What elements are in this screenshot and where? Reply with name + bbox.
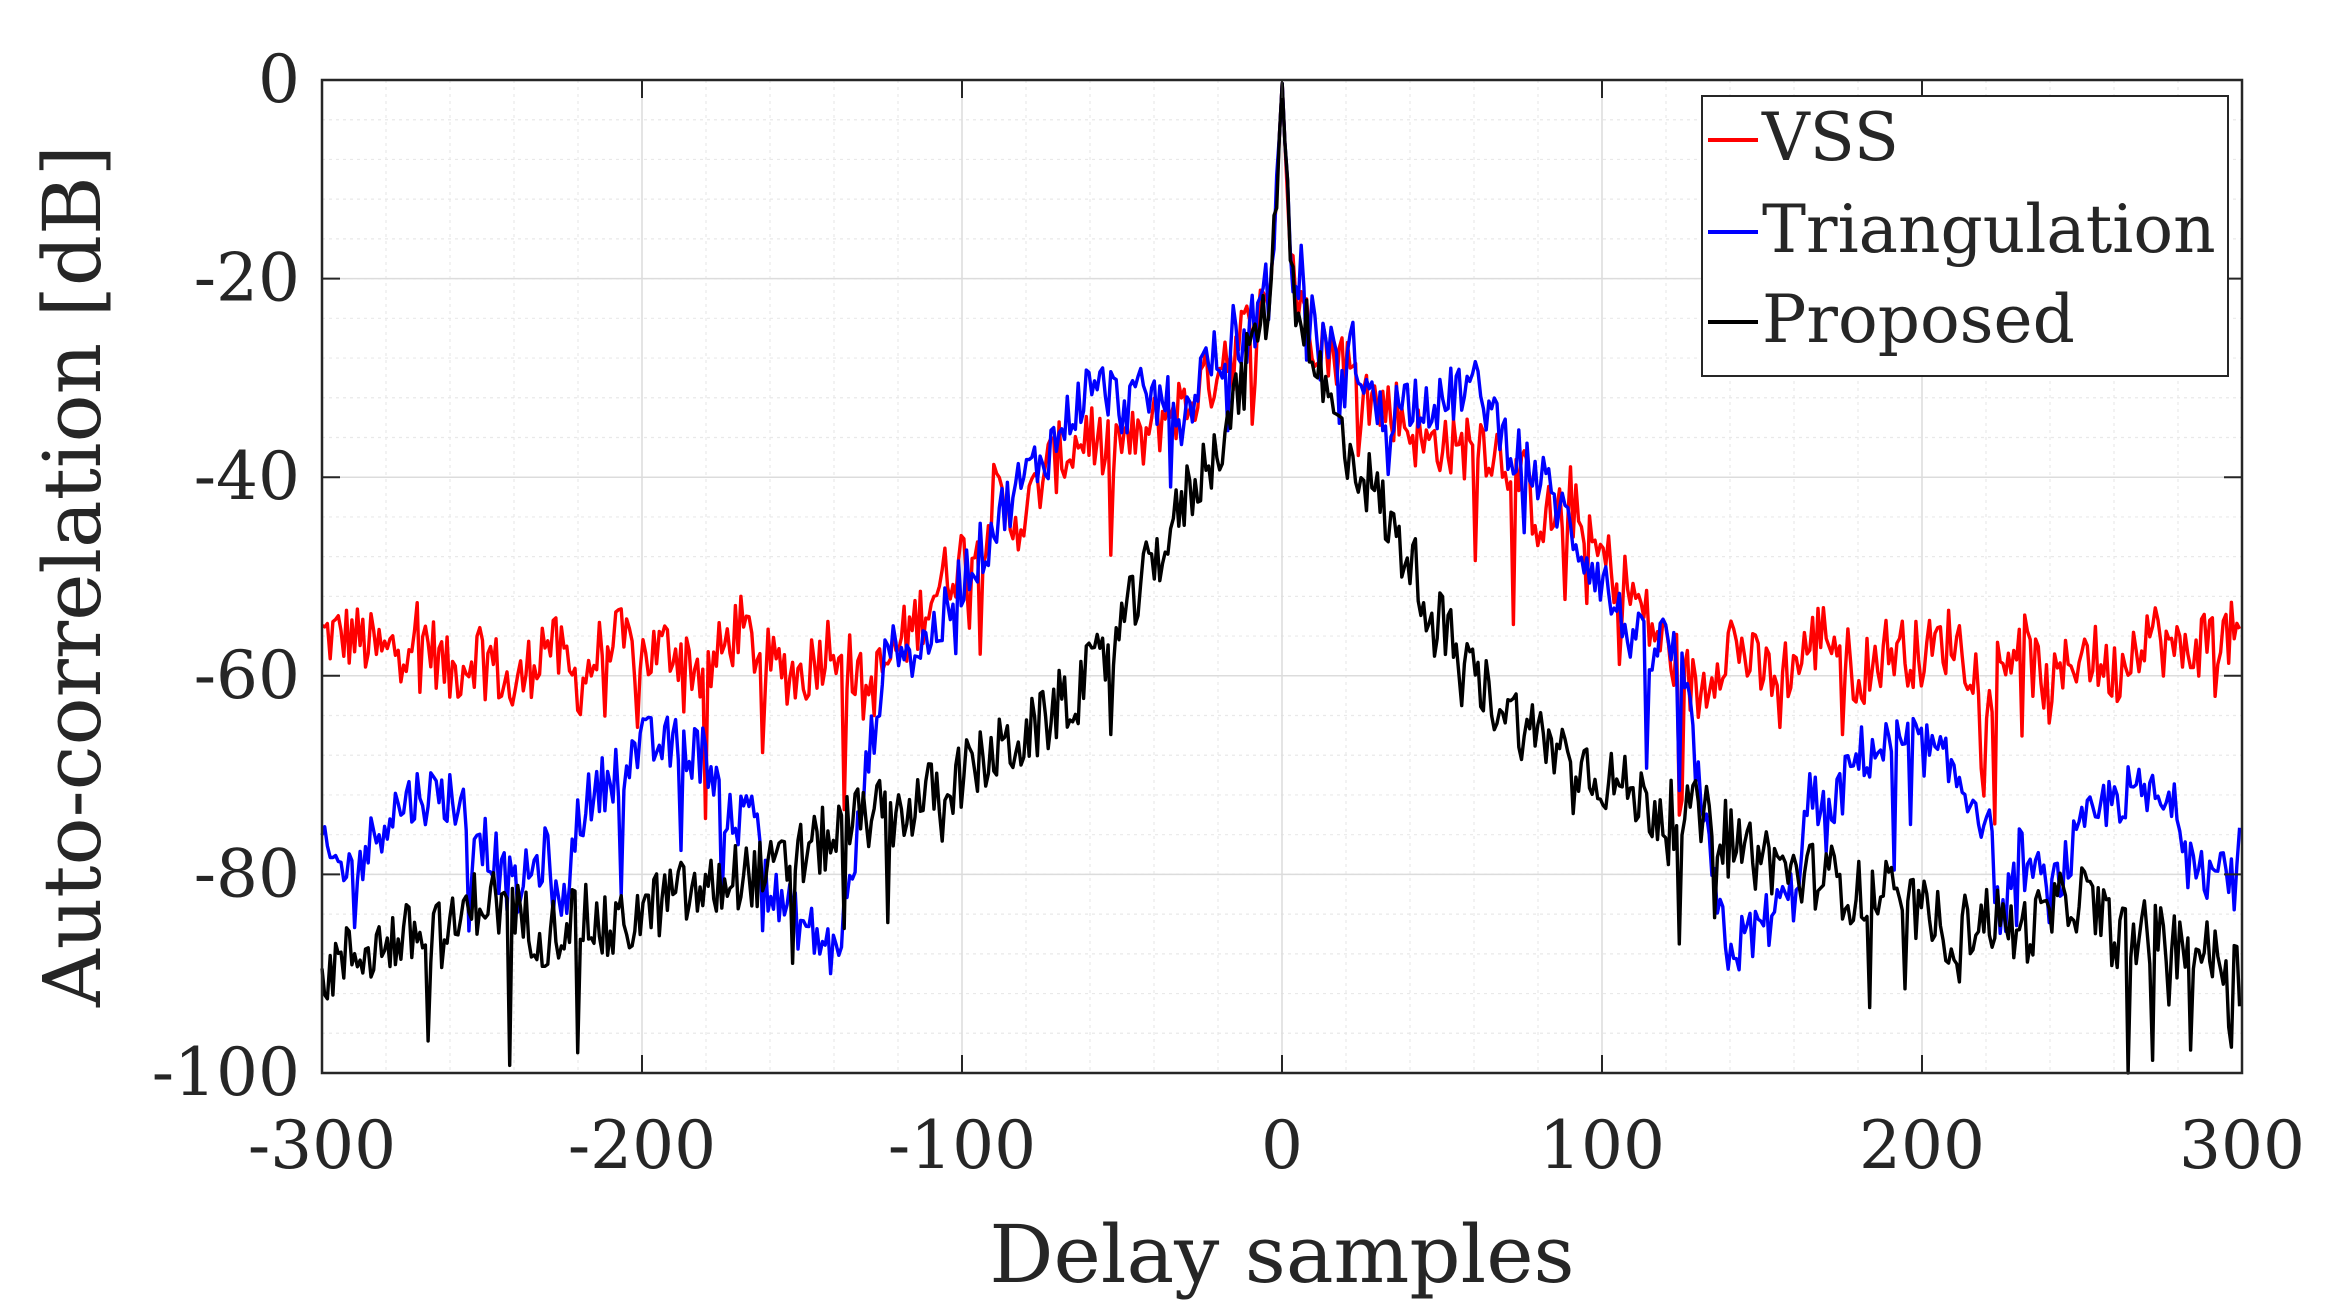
x-tick-label: -300 (248, 1107, 396, 1184)
y-tick-label: -40 (194, 438, 300, 515)
x-tick-label: -100 (888, 1107, 1036, 1184)
x-tick-label: 100 (1539, 1107, 1665, 1184)
legend-label-proposed: Proposed (1762, 281, 2075, 358)
legend-label-vss: VSS (1761, 99, 1899, 176)
x-tick-labels: -300 -200 -100 0 100 200 300 (248, 1107, 2305, 1184)
x-axis-label: Delay samples (989, 1208, 1574, 1301)
y-tick-label: 0 (258, 41, 300, 118)
y-tick-label: -20 (194, 240, 300, 317)
legend-box (1701, 95, 2229, 377)
y-tick-label: -100 (152, 1034, 300, 1111)
y-tick-label: -60 (194, 637, 300, 714)
x-tick-label: 200 (1859, 1107, 1985, 1184)
series-layer (320, 81, 2242, 1075)
y-tick-labels: 0 -20 -40 -60 -80 -100 (152, 41, 300, 1111)
legend: VSS Triangulation Proposed (1701, 95, 2229, 377)
x-tick-label: 0 (1261, 1107, 1303, 1184)
legend-label-triangulation: Triangulation (1762, 191, 2216, 268)
series-line-proposed (320, 81, 2242, 1075)
x-tick-label: 300 (2179, 1107, 2305, 1184)
y-tick-label: -80 (194, 835, 300, 912)
y-axis-label: Auto-correlation [dB] (26, 145, 119, 1008)
x-tick-label: -200 (568, 1107, 716, 1184)
